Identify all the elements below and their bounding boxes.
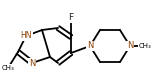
Text: N: N	[87, 42, 93, 50]
Text: CH₃: CH₃	[139, 43, 151, 49]
Text: HN: HN	[20, 32, 32, 40]
Text: N: N	[127, 42, 133, 50]
Text: N: N	[29, 58, 35, 68]
Text: CH₃: CH₃	[2, 65, 14, 71]
Text: F: F	[68, 14, 74, 22]
